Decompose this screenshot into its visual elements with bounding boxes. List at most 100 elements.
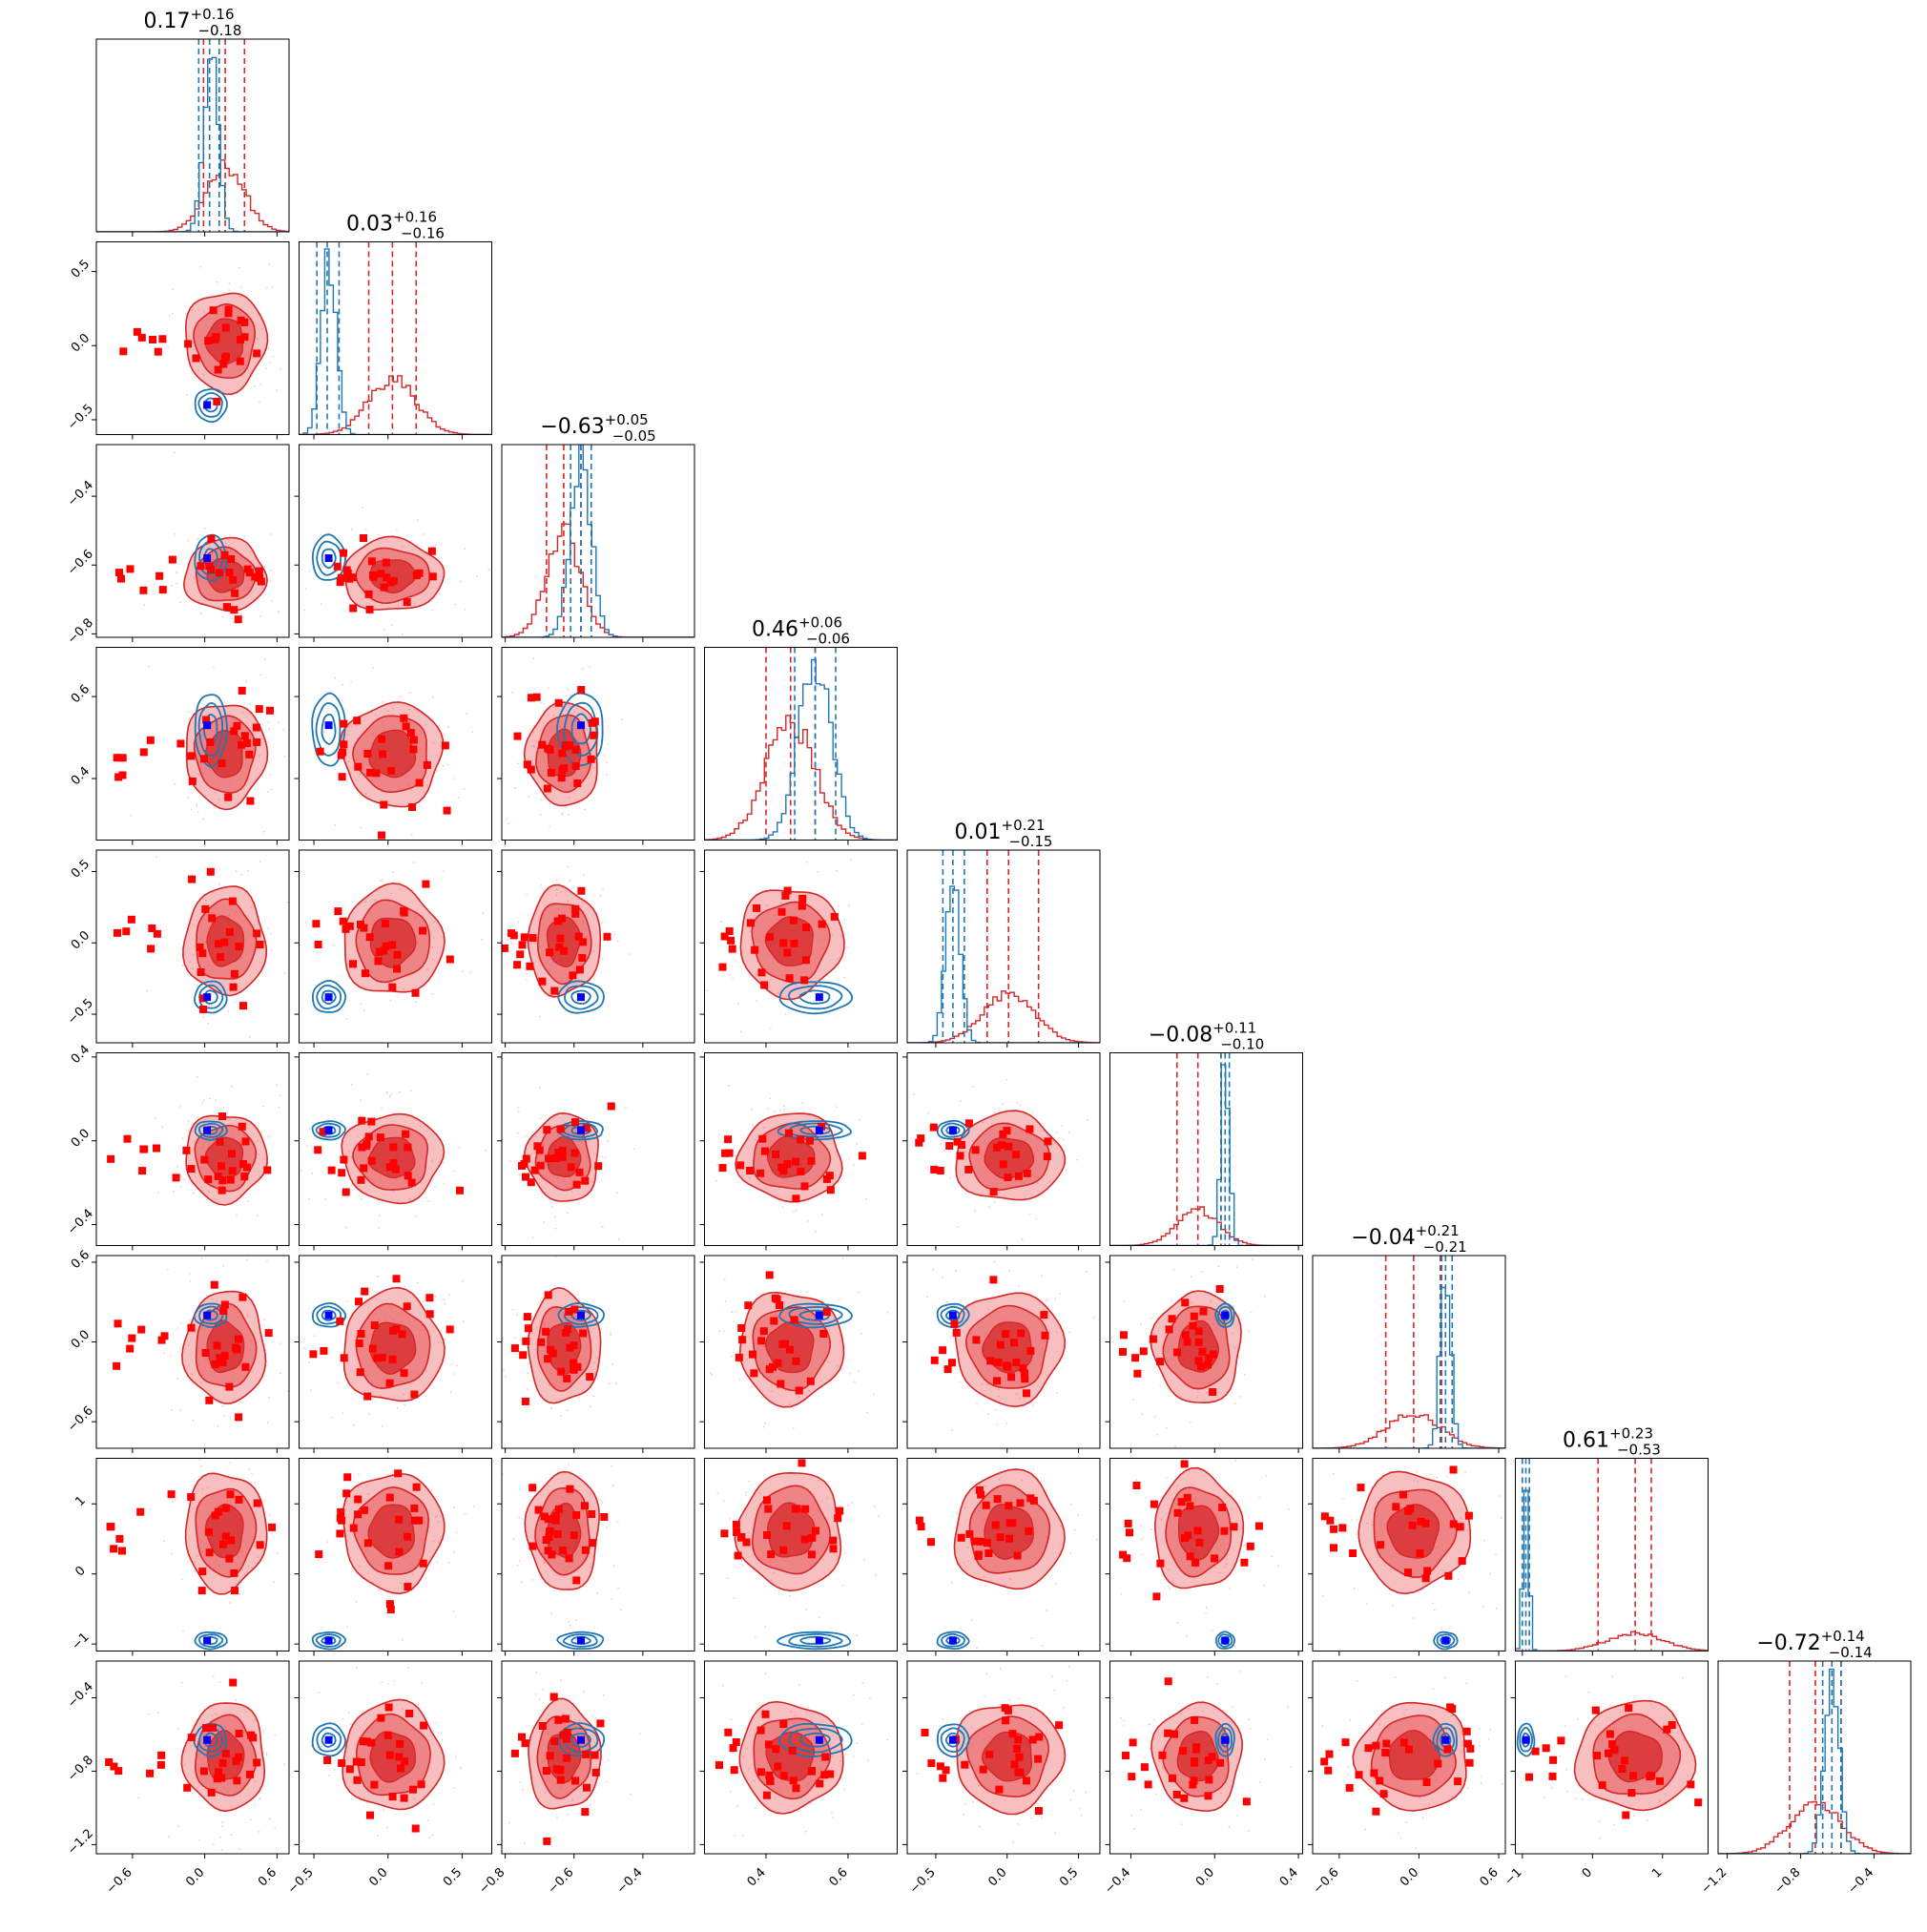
red-square-marker xyxy=(246,1770,254,1778)
red-square-marker xyxy=(554,698,563,707)
red-sample-dot xyxy=(568,797,570,800)
red-square-marker xyxy=(253,1499,261,1507)
red-sample-dot xyxy=(741,1564,744,1567)
red-sample-dot xyxy=(556,1427,558,1429)
red-sample-dot xyxy=(196,804,198,807)
red-sample-dot xyxy=(549,825,551,828)
red-sample-dot xyxy=(306,1145,309,1148)
red-sample-dot xyxy=(745,1747,748,1750)
red-sample-dot xyxy=(188,711,190,714)
red-square-marker xyxy=(1621,1756,1629,1765)
red-square-marker xyxy=(801,1505,810,1513)
red-sample-dot xyxy=(350,1084,353,1086)
red-square-marker xyxy=(238,686,246,695)
red-sample-dot xyxy=(567,1212,570,1215)
red-square-marker xyxy=(538,977,547,986)
red-square-marker xyxy=(214,365,222,374)
blue-contour xyxy=(570,713,591,745)
red-sample-dot xyxy=(833,1602,835,1604)
red-sample-dot xyxy=(1029,1213,1031,1215)
red-square-marker xyxy=(172,1174,180,1182)
red-sample-dot xyxy=(174,451,176,454)
red-sample-dot xyxy=(308,1128,311,1130)
red-sample-dot xyxy=(274,1826,277,1829)
red-sample-dot xyxy=(568,704,570,707)
red-sample-dot xyxy=(377,1835,379,1837)
red-sample-dot xyxy=(1342,1498,1344,1500)
red-sample-dot xyxy=(1055,1131,1058,1133)
blue-contour xyxy=(570,1635,591,1645)
x-tick-label: 1 xyxy=(1649,1865,1665,1880)
hist-panel-4: 0.46+0.06 −0.06 xyxy=(704,614,898,845)
red-sample-dot xyxy=(383,1809,384,1811)
red-sample-dot xyxy=(1160,1518,1163,1521)
red-square-marker xyxy=(187,1734,196,1742)
red-square-marker xyxy=(236,357,244,365)
blue-square-marker xyxy=(203,554,212,563)
red-sample-dot xyxy=(451,1363,453,1365)
red-sample-dot xyxy=(1002,1103,1004,1106)
red-square-marker xyxy=(800,1535,809,1544)
panel-5-1: −0.50.00.5 xyxy=(65,849,290,1048)
red-sample-dot xyxy=(532,744,535,747)
red-square-marker xyxy=(1355,1771,1363,1779)
red-sample-dot xyxy=(784,1013,787,1015)
red-sample-dot xyxy=(867,1759,870,1762)
red-sample-dot xyxy=(715,1758,717,1761)
red-square-marker xyxy=(443,806,451,815)
red-sample-dot xyxy=(1620,1711,1622,1714)
red-sample-dot xyxy=(532,732,535,734)
red-square-marker xyxy=(948,1359,956,1367)
red-histogram xyxy=(96,159,289,232)
red-square-marker xyxy=(213,397,221,405)
red-square-marker xyxy=(239,1002,247,1010)
red-square-marker xyxy=(1197,1362,1205,1371)
red-square-marker xyxy=(385,1379,394,1387)
axes-frame xyxy=(906,1052,1101,1246)
red-sample-dot xyxy=(197,1839,200,1841)
red-square-marker xyxy=(354,762,363,771)
red-square-marker xyxy=(792,1357,800,1365)
red-square-marker xyxy=(199,1767,208,1776)
red-sample-dot xyxy=(839,1759,841,1762)
red-square-marker xyxy=(777,1163,786,1172)
red-sample-dot xyxy=(339,1540,342,1543)
red-sample-dot xyxy=(836,1364,839,1367)
red-square-marker xyxy=(779,1772,788,1780)
panel-8-2 xyxy=(294,1458,492,1656)
red-sample-dot xyxy=(431,992,434,995)
red-sample-dot xyxy=(263,566,266,568)
red-sample-dot xyxy=(267,1397,270,1399)
red-sample-dot xyxy=(440,1731,443,1734)
red-sample-dot xyxy=(1391,1604,1394,1607)
blue-histogram xyxy=(907,885,1100,1043)
panel-6-1: −0.40.00.4 xyxy=(65,1043,290,1251)
red-sample-dot xyxy=(431,1834,433,1837)
red-square-marker xyxy=(1370,1769,1378,1777)
blue-square-marker xyxy=(948,1636,957,1645)
blue-square-marker xyxy=(1221,1735,1230,1744)
blue-square-marker xyxy=(815,1735,823,1744)
red-square-marker xyxy=(1694,1798,1703,1807)
red-square-marker xyxy=(113,1361,121,1370)
red-square-marker xyxy=(216,1354,224,1362)
red-sample-dot xyxy=(406,1667,409,1670)
red-sample-dot xyxy=(1018,1397,1021,1400)
red-sample-dot xyxy=(432,741,435,744)
red-sample-dot xyxy=(195,581,197,584)
x-tick-label: 0.0 xyxy=(183,1865,207,1889)
red-sample-dot xyxy=(202,1099,205,1102)
red-square-marker xyxy=(1010,1339,1018,1347)
red-sample-dot xyxy=(760,1434,762,1436)
red-sample-dot xyxy=(1181,1454,1183,1456)
red-sample-dot xyxy=(1123,1300,1126,1302)
red-sample-dot xyxy=(254,384,257,387)
red-sample-dot xyxy=(1019,1104,1021,1107)
red-sample-dot xyxy=(540,1117,542,1120)
red-square-marker xyxy=(1606,1730,1614,1738)
panel-8-3 xyxy=(497,1427,695,1656)
red-sample-dot xyxy=(764,1187,767,1189)
red-square-marker xyxy=(528,694,535,702)
red-sample-dot xyxy=(722,1685,725,1687)
blue-contour xyxy=(941,1632,966,1648)
